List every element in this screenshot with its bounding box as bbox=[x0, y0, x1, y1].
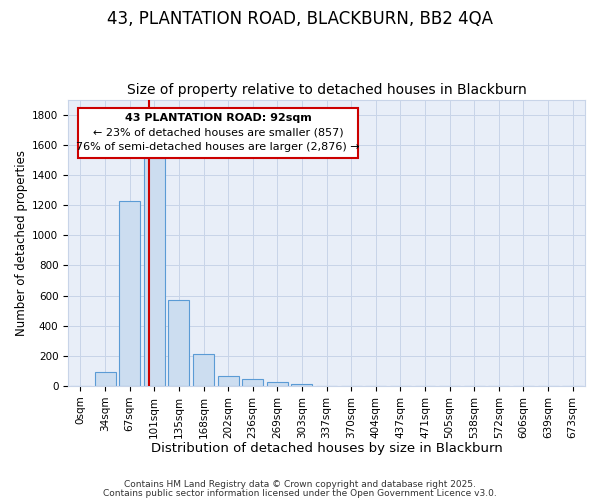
Text: 43, PLANTATION ROAD, BLACKBURN, BB2 4QA: 43, PLANTATION ROAD, BLACKBURN, BB2 4QA bbox=[107, 10, 493, 28]
Text: Contains HM Land Registry data © Crown copyright and database right 2025.: Contains HM Land Registry data © Crown c… bbox=[124, 480, 476, 489]
Text: 43 PLANTATION ROAD: 92sqm: 43 PLANTATION ROAD: 92sqm bbox=[125, 114, 311, 124]
Bar bbox=[119, 200, 140, 386]
Bar bbox=[292, 384, 313, 386]
Bar bbox=[169, 300, 190, 386]
FancyBboxPatch shape bbox=[79, 108, 358, 158]
Y-axis label: Number of detached properties: Number of detached properties bbox=[15, 150, 28, 336]
Title: Size of property relative to detached houses in Blackburn: Size of property relative to detached ho… bbox=[127, 83, 526, 97]
Text: 76% of semi-detached houses are larger (2,876) →: 76% of semi-detached houses are larger (… bbox=[76, 142, 360, 152]
X-axis label: Distribution of detached houses by size in Blackburn: Distribution of detached houses by size … bbox=[151, 442, 502, 455]
Bar bbox=[218, 376, 239, 386]
Bar bbox=[95, 372, 116, 386]
Bar bbox=[267, 382, 288, 386]
Bar bbox=[144, 158, 165, 386]
Bar bbox=[242, 379, 263, 386]
Bar bbox=[193, 354, 214, 386]
Text: ← 23% of detached houses are smaller (857): ← 23% of detached houses are smaller (85… bbox=[93, 128, 343, 138]
Text: Contains public sector information licensed under the Open Government Licence v3: Contains public sector information licen… bbox=[103, 488, 497, 498]
